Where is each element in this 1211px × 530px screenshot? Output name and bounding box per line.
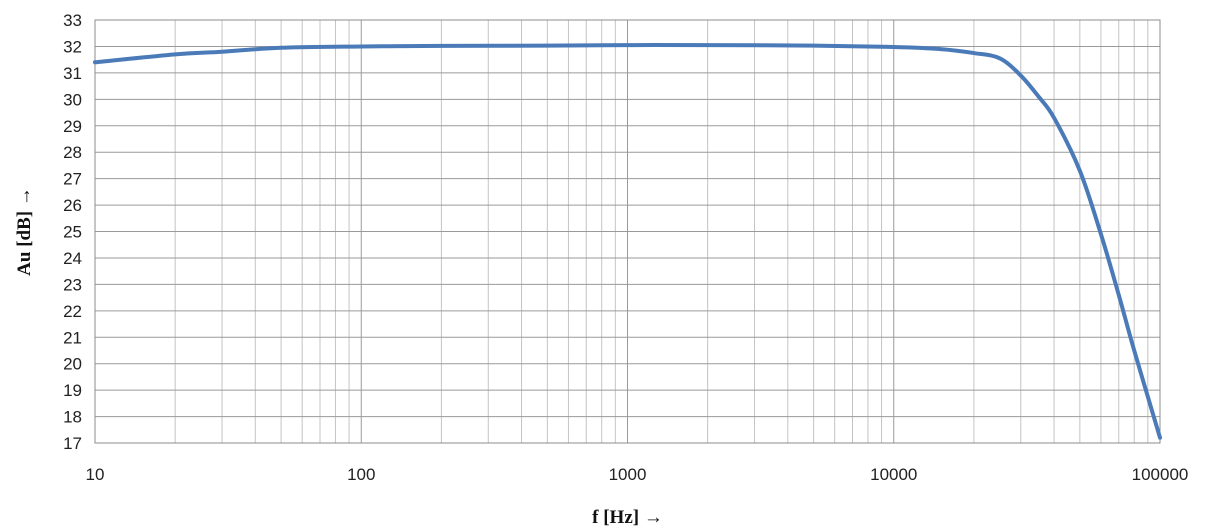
x-tick-label: 10000: [870, 465, 917, 484]
y-tick-label: 26: [63, 196, 82, 215]
y-tick-label: 31: [63, 64, 82, 83]
x-tick-label: 10: [86, 465, 105, 484]
grid: [94, 19, 1160, 444]
y-tick-label: 19: [63, 381, 82, 400]
y-tick-label: 32: [63, 37, 82, 56]
y-tick-label: 30: [63, 90, 82, 109]
y-tick-label: 21: [63, 328, 82, 347]
y-tick-label: 22: [63, 302, 82, 321]
series-layer: [93, 43, 1162, 440]
y-tick-label: 17: [63, 434, 82, 453]
series-line: [93, 43, 1162, 440]
y-tick-label: 27: [63, 170, 82, 189]
y-tick-label: 29: [63, 117, 82, 136]
x-axis-label: f [Hz] →: [592, 507, 663, 528]
y-axis-label: Au [dB] →: [14, 187, 35, 276]
x-tick-label: 100: [347, 465, 375, 484]
y-tick-label: 33: [63, 11, 82, 30]
x-axis-ticks: 10 100 1000 10000 100000: [86, 465, 1189, 484]
y-tick-label: 24: [63, 249, 82, 268]
y-tick-label: 25: [63, 223, 82, 242]
y-tick-label: 23: [63, 275, 82, 294]
y-tick-label: 28: [63, 143, 82, 162]
y-axis-ticks: 17 18 19 20 21 22 23 24 25 26 27 28 29 30 31 32 33: [63, 11, 82, 453]
y-tick-label: 18: [63, 408, 82, 427]
y-tick-label: 20: [63, 355, 82, 374]
x-tick-label: 100000: [1132, 465, 1189, 484]
x-tick-label: 1000: [609, 465, 647, 484]
plot-area: [94, 19, 1161, 444]
